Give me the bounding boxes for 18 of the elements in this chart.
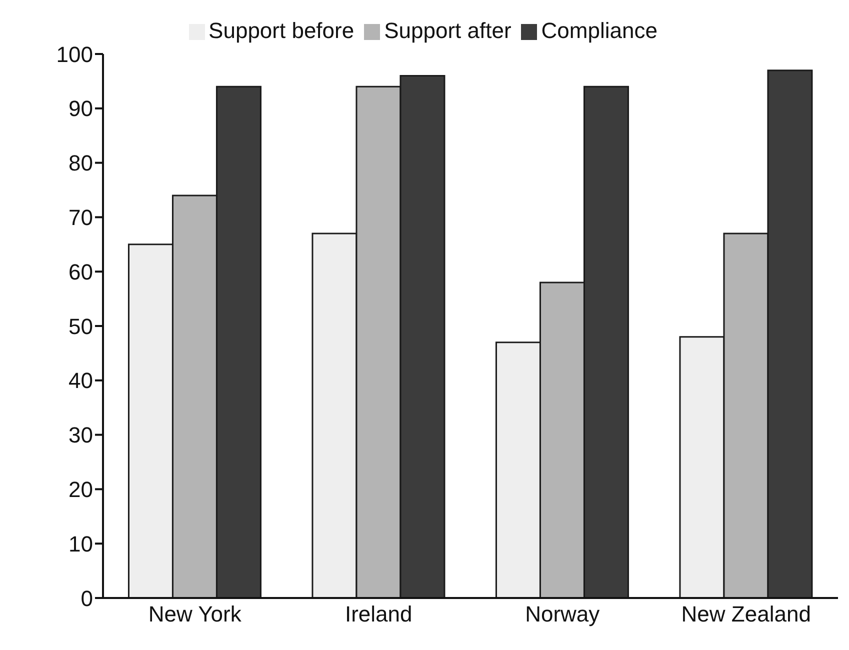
y-tick-label: 40 (68, 368, 93, 394)
y-tick-label: 60 (68, 259, 93, 284)
legend-label: Support after (384, 18, 512, 43)
y-tick-label: 50 (68, 314, 93, 339)
legend-label: Compliance (541, 18, 658, 43)
y-tick-label: 20 (68, 477, 93, 502)
x-tick-label: New Zealand (681, 602, 811, 627)
x-tick-label: Ireland (344, 602, 412, 627)
y-tick-label: 100 (56, 42, 93, 67)
y-tick-label: 10 (68, 531, 93, 556)
y-tick-label: 80 (68, 150, 93, 176)
y-tick-label: 0 (80, 586, 93, 611)
y-tick-label: 70 (68, 205, 93, 230)
y-tick-label: 30 (68, 422, 93, 448)
y-tick-label: 90 (68, 96, 93, 122)
legend-label: Support before (208, 18, 354, 43)
x-tick-label: Norway (525, 602, 600, 627)
x-tick-label: New York (148, 602, 242, 627)
